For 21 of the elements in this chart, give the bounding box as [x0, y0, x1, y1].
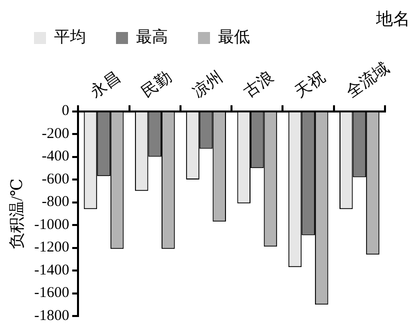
- x-tick-label: 古浪: [240, 68, 278, 102]
- y-axis-title: 负积温/℃: [8, 178, 26, 249]
- y-tick-label: -1600: [34, 285, 70, 302]
- x-axis-title: 地名: [375, 9, 410, 28]
- x-tick-label: 全流域: [342, 58, 392, 102]
- y-tick-label: 0: [62, 103, 70, 120]
- y-tick-label: -1400: [34, 262, 70, 278]
- y-tick-label: -1800: [34, 308, 70, 324]
- x-tick-label: 永昌: [87, 68, 124, 102]
- x-tick-label: 民勤: [138, 68, 175, 102]
- legend-label: 平均: [54, 29, 86, 46]
- y-tick-label: -400: [42, 148, 70, 165]
- y-tick-label: -600: [42, 171, 70, 188]
- y-tick-label: -200: [42, 126, 70, 142]
- y-tick-label: -800: [42, 194, 70, 210]
- y-tick-label: -1200: [34, 240, 70, 256]
- legend-label: 最低: [218, 29, 250, 46]
- legend-label: 最高: [136, 28, 168, 46]
- x-tick-label: 凉州: [189, 68, 226, 102]
- y-tick-label: -1000: [34, 216, 70, 233]
- x-tick-label: 天祝: [292, 68, 328, 102]
